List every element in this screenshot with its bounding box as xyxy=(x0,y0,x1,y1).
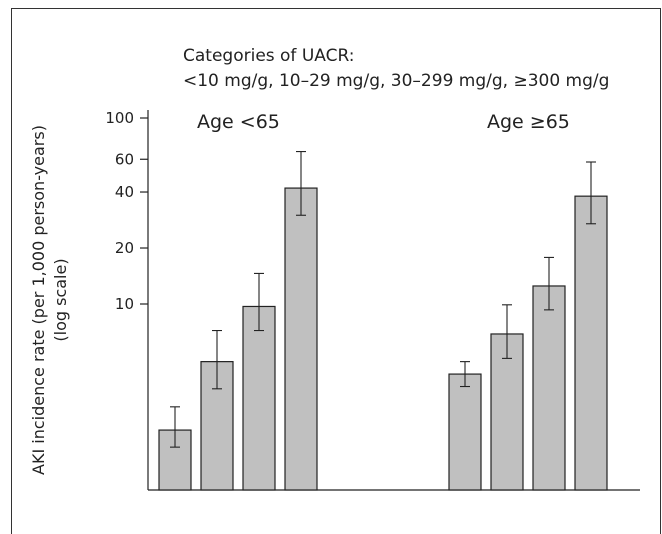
bar xyxy=(490,333,524,491)
y-tick-label: 20 xyxy=(115,239,134,257)
bar xyxy=(284,187,318,491)
y-tick-label: 40 xyxy=(115,183,134,201)
y-tick-label: 60 xyxy=(115,150,134,168)
legend-title: Categories of UACR: xyxy=(183,46,355,66)
group-labels: Age <65 Age ≥65 xyxy=(197,111,570,133)
bar xyxy=(574,195,608,491)
y-tick-label: 10 xyxy=(115,295,134,313)
y-tick-label: 100 xyxy=(105,109,134,127)
bar xyxy=(242,305,276,491)
error-bars xyxy=(170,151,596,448)
bars xyxy=(158,187,608,491)
group-label: Age <65 xyxy=(197,111,280,133)
bar xyxy=(448,373,482,491)
figure-frame xyxy=(11,8,661,534)
y-ticks: 10 20 40 60 100 xyxy=(105,109,148,313)
y-axis-label-scale: (log scale) xyxy=(51,258,70,341)
group-label: Age ≥65 xyxy=(487,111,570,133)
bar xyxy=(532,285,566,491)
legend-categories: <10 mg/g, 10–29 mg/g, 30–299 mg/g, ≥300 … xyxy=(183,71,610,91)
y-axis-label: AKI incidence rate (per 1,000 person-yea… xyxy=(29,125,48,475)
